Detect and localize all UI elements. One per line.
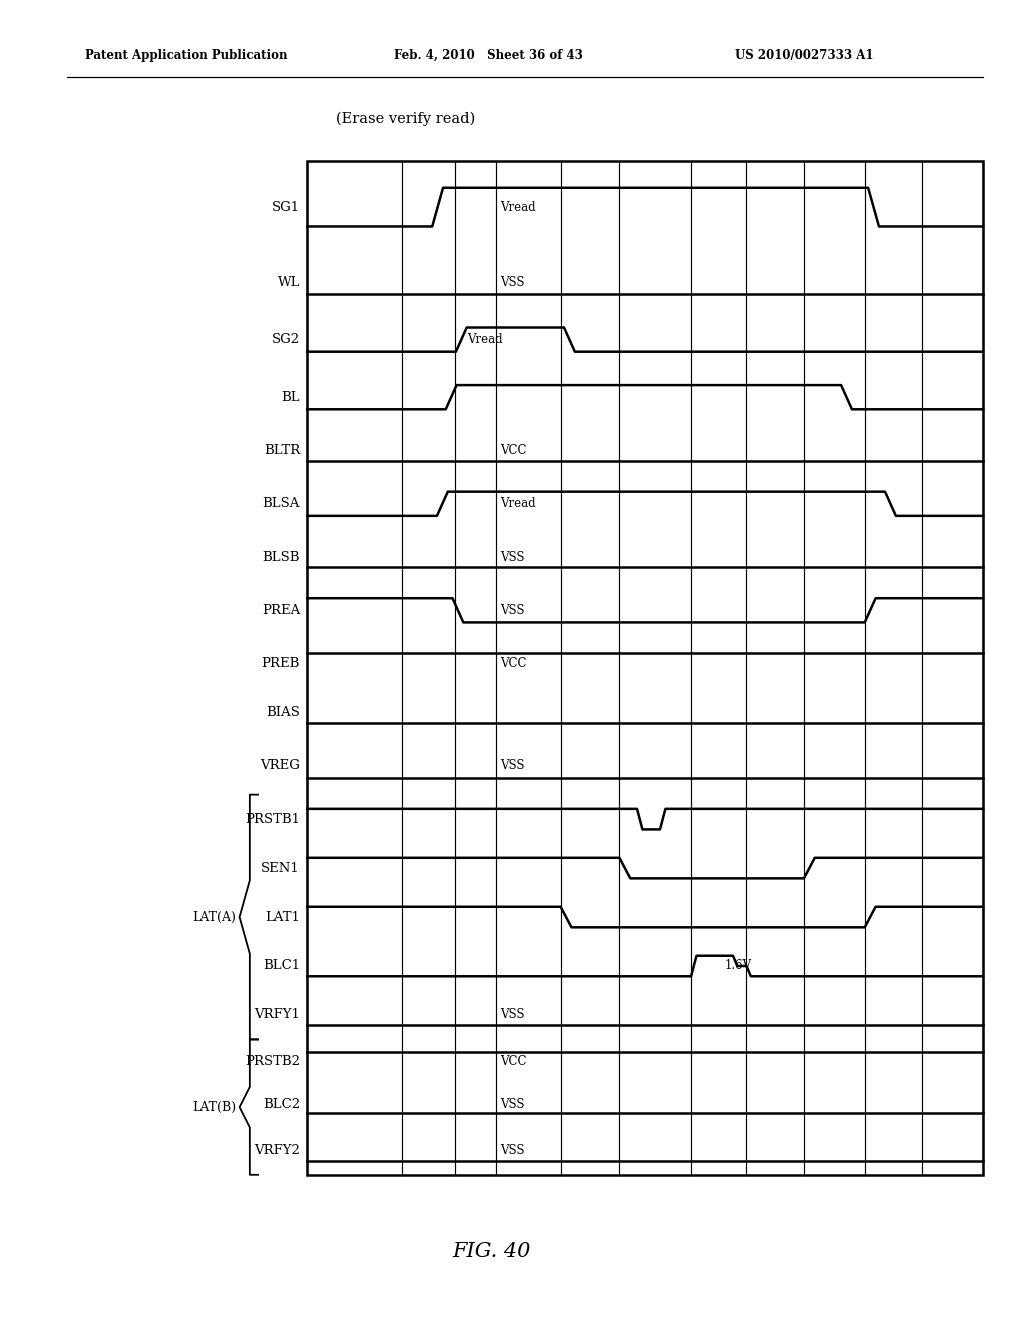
Text: (Erase verify read): (Erase verify read) [336,112,475,125]
Text: WL: WL [278,276,300,289]
Text: BLC2: BLC2 [263,1098,300,1110]
Text: LAT1: LAT1 [265,911,300,924]
Text: PRSTB1: PRSTB1 [245,813,300,825]
Text: Vread: Vread [500,201,536,214]
Text: Vread: Vread [500,498,536,511]
Text: VRFY2: VRFY2 [254,1144,300,1156]
Text: VCC: VCC [500,444,526,457]
Text: VSS: VSS [500,1098,524,1110]
Text: PREA: PREA [262,603,300,616]
Text: BLTR: BLTR [264,444,300,457]
Text: VREG: VREG [260,759,300,772]
Text: Vread: Vread [467,333,503,346]
Text: VRFY1: VRFY1 [254,1008,300,1022]
Text: BLSB: BLSB [262,550,300,564]
Text: VSS: VSS [500,276,524,289]
Text: US 2010/0027333 A1: US 2010/0027333 A1 [735,49,873,62]
Text: 1.6V: 1.6V [725,960,752,973]
Text: BLSA: BLSA [263,498,300,511]
Text: PREB: PREB [262,657,300,671]
Text: VSS: VSS [500,550,524,564]
Text: SG1: SG1 [272,201,300,214]
Text: SEN1: SEN1 [261,862,300,875]
Text: VSS: VSS [500,1144,524,1156]
Text: VSS: VSS [500,759,524,772]
Text: LAT(B): LAT(B) [193,1101,237,1114]
Text: LAT(A): LAT(A) [193,911,237,924]
Text: FIG. 40: FIG. 40 [453,1242,530,1261]
Text: BL: BL [282,391,300,404]
Text: BLC1: BLC1 [263,960,300,973]
Text: PRSTB2: PRSTB2 [245,1055,300,1068]
Text: SG2: SG2 [272,333,300,346]
Text: VSS: VSS [500,603,524,616]
Text: VCC: VCC [500,1055,526,1068]
Bar [307,161,983,1175]
Text: VCC: VCC [500,657,526,671]
Text: BIAS: BIAS [266,706,300,719]
Text: VSS: VSS [500,1008,524,1022]
Text: Feb. 4, 2010   Sheet 36 of 43: Feb. 4, 2010 Sheet 36 of 43 [394,49,583,62]
Text: Patent Application Publication: Patent Application Publication [85,49,288,62]
